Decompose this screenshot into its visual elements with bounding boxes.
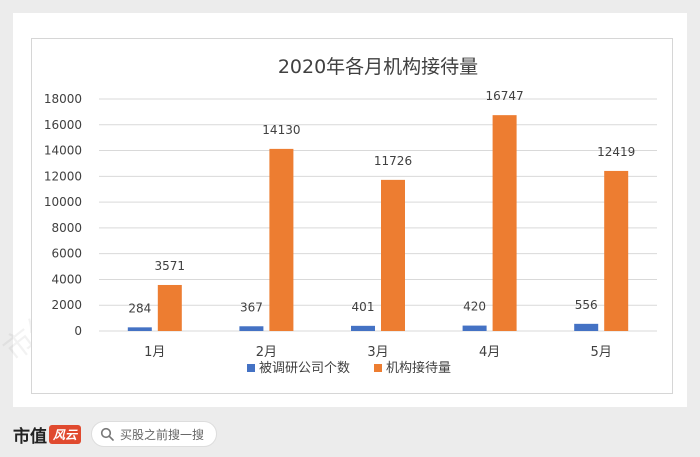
bar-companies — [239, 326, 263, 331]
bar-visits — [493, 115, 517, 331]
legend-swatch — [374, 364, 382, 372]
y-tick-label: 10000 — [44, 195, 82, 209]
y-tick-label: 0 — [74, 324, 82, 338]
chart-area: 2020年各月机构接待量 0 2000 4000 6000 8000 10000 12000 1… — [31, 38, 673, 394]
data-label: 367 — [240, 300, 263, 314]
y-tick-label: 12000 — [44, 169, 82, 183]
brand-name: 市值 — [13, 422, 47, 447]
x-tick-label: 4月 — [479, 345, 500, 360]
search-box[interactable]: 买股之前搜一搜 — [91, 421, 217, 447]
y-tick-label: 16000 — [44, 118, 82, 132]
bar-companies — [351, 326, 375, 331]
x-tick-label: 1月 — [144, 345, 165, 360]
y-tick-label: 2000 — [51, 298, 82, 312]
bar-visits — [269, 149, 293, 331]
data-label: 3571 — [155, 259, 186, 273]
data-label: 284 — [128, 301, 151, 315]
data-label: 11726 — [374, 154, 412, 168]
legend-swatch — [247, 364, 255, 372]
bar-companies — [574, 324, 598, 331]
y-tick-label: 18000 — [44, 92, 82, 106]
legend-label: 机构接待量 — [386, 360, 451, 376]
bar-visits — [381, 180, 405, 331]
search-icon — [100, 427, 114, 441]
bar-visits — [604, 171, 628, 331]
y-tick-label: 4000 — [51, 272, 82, 286]
x-tick-label: 2月 — [256, 345, 277, 360]
brand-logo[interactable]: 市值 风云 — [13, 422, 81, 447]
y-tick-label: 14000 — [44, 144, 82, 158]
bar-companies — [128, 327, 152, 331]
legend-label: 被调研公司个数 — [259, 361, 350, 376]
data-label: 14130 — [262, 123, 300, 137]
data-label: 556 — [575, 298, 598, 312]
brand-badge: 风云 — [49, 425, 81, 444]
y-tick-label: 8000 — [51, 221, 82, 235]
data-label: 401 — [352, 300, 375, 314]
bar-visits — [158, 285, 182, 331]
data-label: 12419 — [597, 145, 635, 159]
search-placeholder: 买股之前搜一搜 — [120, 426, 204, 443]
data-label: 420 — [463, 300, 486, 314]
chart-title: 2020年各月机构接待量 — [278, 56, 478, 78]
x-tick-label: 5月 — [591, 345, 612, 360]
x-tick-label: 3月 — [367, 345, 388, 360]
bar-chart: 2020年各月机构接待量 0 2000 4000 6000 8000 10000 12000 1… — [32, 39, 672, 393]
y-tick-label: 6000 — [51, 247, 82, 261]
footer: 市值 风云 买股之前搜一搜 — [13, 418, 217, 450]
bar-companies — [463, 326, 487, 331]
data-label: 16747 — [486, 89, 524, 103]
